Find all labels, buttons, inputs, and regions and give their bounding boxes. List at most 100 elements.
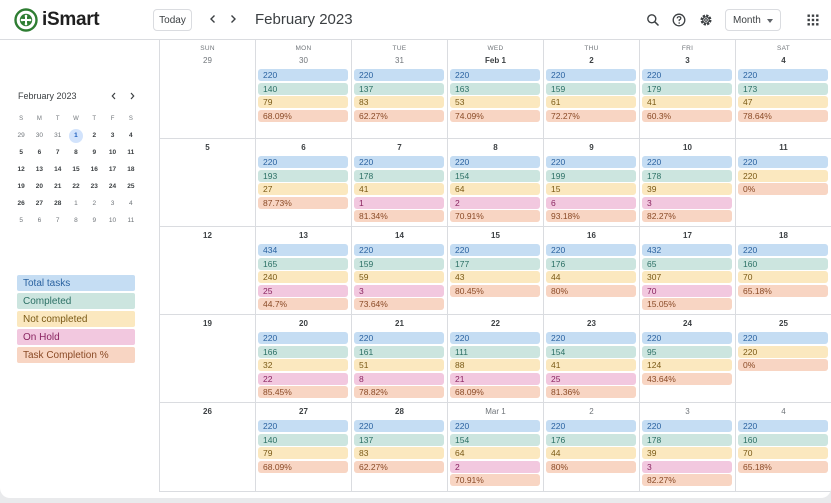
not-completed-chip[interactable]: 220 [738,169,828,182]
mini-day[interactable]: 24 [108,183,117,190]
total-tasks-chip[interactable]: 220 [738,156,828,168]
mini-day[interactable]: 6 [37,149,42,156]
total-tasks-chip[interactable]: 220 [642,69,732,81]
total-tasks-chip[interactable]: 220 [450,420,540,432]
help-button[interactable] [669,10,689,30]
mini-day[interactable]: 23 [90,183,98,190]
total-tasks-chip[interactable]: 220 [354,69,444,81]
mini-day[interactable]: 15 [72,166,80,173]
day-number[interactable]: Feb 1 [485,56,506,65]
settings-button[interactable] [696,10,716,30]
total-tasks-chip[interactable]: 432 [642,244,732,256]
day-cell[interactable]: 16 220 176 44 80% [544,227,640,315]
total-tasks-chip[interactable]: 220 [258,69,348,81]
not-completed-chip[interactable]: 64 [450,183,540,196]
not-completed-chip[interactable]: 51 [354,359,444,372]
day-number[interactable]: 14 [395,231,404,240]
mini-day[interactable]: 13 [35,166,44,173]
completed-chip[interactable]: 140 [258,82,348,95]
legend-item-total[interactable]: Total tasks [17,275,135,291]
legend-item-comp[interactable]: Completed [17,293,135,309]
total-tasks-chip[interactable]: 220 [546,69,636,81]
mini-day[interactable]: 16 [90,166,98,173]
completion-pct-chip[interactable]: 0% [738,359,828,372]
completion-pct-chip[interactable]: 87.73% [258,196,348,209]
day-number[interactable]: 30 [299,56,308,65]
total-tasks-chip[interactable]: 220 [738,332,828,344]
completion-pct-chip[interactable]: 81.34% [354,210,444,223]
day-cell[interactable]: 13 434 165 240 25 44.7% [256,227,352,315]
completion-pct-chip[interactable]: 80% [546,284,636,297]
completed-chip[interactable]: 65 [642,257,732,270]
day-number[interactable]: 27 [299,407,308,416]
mini-day[interactable]: 21 [54,183,62,190]
day-cell[interactable]: 3 220 178 39 3 82.27% [640,403,736,492]
completion-pct-chip[interactable]: 93.18% [546,210,636,223]
completion-pct-chip[interactable]: 0% [738,183,828,196]
day-cell[interactable]: 10 220 178 39 3 82.27% [640,139,736,227]
day-number[interactable]: 25 [779,319,788,328]
completed-chip[interactable]: 137 [354,433,444,446]
completed-chip[interactable]: 179 [642,82,732,95]
search-button[interactable] [643,10,663,30]
completion-pct-chip[interactable]: 72.27% [546,109,636,122]
on-hold-chip[interactable]: 25 [258,284,348,297]
day-cell[interactable]: 8 220 154 64 2 70.91% [448,139,544,227]
total-tasks-chip[interactable]: 220 [450,244,540,256]
day-number[interactable]: 5 [205,143,210,152]
total-tasks-chip[interactable]: 220 [450,332,540,344]
mini-day[interactable]: 28 [54,200,62,207]
not-completed-chip[interactable]: 15 [546,183,636,196]
mini-day[interactable]: 1 [67,128,85,143]
mini-day[interactable]: 11 [127,149,135,156]
completed-chip[interactable]: 159 [546,82,636,95]
mini-day[interactable]: 27 [35,200,44,207]
completed-chip[interactable]: 163 [450,82,540,95]
not-completed-chip[interactable]: 83 [354,447,444,460]
completion-pct-chip[interactable]: 80% [546,460,636,473]
day-number[interactable]: 26 [203,407,212,416]
not-completed-chip[interactable]: 43 [450,271,540,284]
on-hold-chip[interactable]: 3 [354,284,444,297]
day-cell[interactable]: 11 220 220 0% [736,139,831,227]
completion-pct-chip[interactable]: 44.7% [258,298,348,311]
on-hold-chip[interactable]: 6 [546,196,636,209]
day-cell[interactable]: 22 220 111 88 21 68.09% [448,315,544,403]
total-tasks-chip[interactable]: 220 [738,420,828,432]
completion-pct-chip[interactable]: 60.3% [642,109,732,122]
not-completed-chip[interactable]: 59 [354,271,444,284]
day-cell[interactable]: 14 220 159 59 3 73.64% [352,227,448,315]
day-cell[interactable]: 27 220 140 79 68.09% [256,403,352,492]
completed-chip[interactable]: 160 [738,433,828,446]
mini-day[interactable]: 9 [92,217,97,224]
mini-day[interactable]: 3 [110,132,115,139]
on-hold-chip[interactable]: 3 [642,196,732,209]
day-number[interactable]: 17 [683,231,692,240]
completed-chip[interactable]: 178 [642,169,732,182]
day-number[interactable]: 28 [395,407,404,416]
mini-day[interactable]: 7 [55,149,60,156]
day-cell[interactable]: 2 220 176 44 80% [544,403,640,492]
day-cell[interactable]: 12 [160,227,256,315]
day-cell[interactable]: 19 [160,315,256,403]
day-cell[interactable]: SUN 29 [160,40,256,139]
day-cell[interactable]: 26 [160,403,256,492]
completion-pct-chip[interactable]: 82.27% [642,210,732,223]
completed-chip[interactable]: 165 [258,257,348,270]
on-hold-chip[interactable]: 21 [450,372,540,385]
completion-pct-chip[interactable]: 68.09% [450,386,540,399]
total-tasks-chip[interactable]: 220 [354,244,444,256]
not-completed-chip[interactable]: 47 [738,96,828,109]
completed-chip[interactable]: 137 [354,82,444,95]
day-cell[interactable]: 20 220 166 32 22 85.45% [256,315,352,403]
completion-pct-chip[interactable]: 65.18% [738,284,828,297]
day-number[interactable]: 21 [395,319,404,328]
not-completed-chip[interactable]: 61 [546,96,636,109]
day-cell[interactable]: 28 220 137 83 62.27% [352,403,448,492]
mini-day[interactable]: 20 [35,183,44,190]
mini-day[interactable]: 10 [108,149,117,156]
total-tasks-chip[interactable]: 220 [546,156,636,168]
day-cell[interactable]: 9 220 199 15 6 93.18% [544,139,640,227]
completed-chip[interactable]: 160 [738,257,828,270]
completed-chip[interactable]: 154 [450,433,540,446]
